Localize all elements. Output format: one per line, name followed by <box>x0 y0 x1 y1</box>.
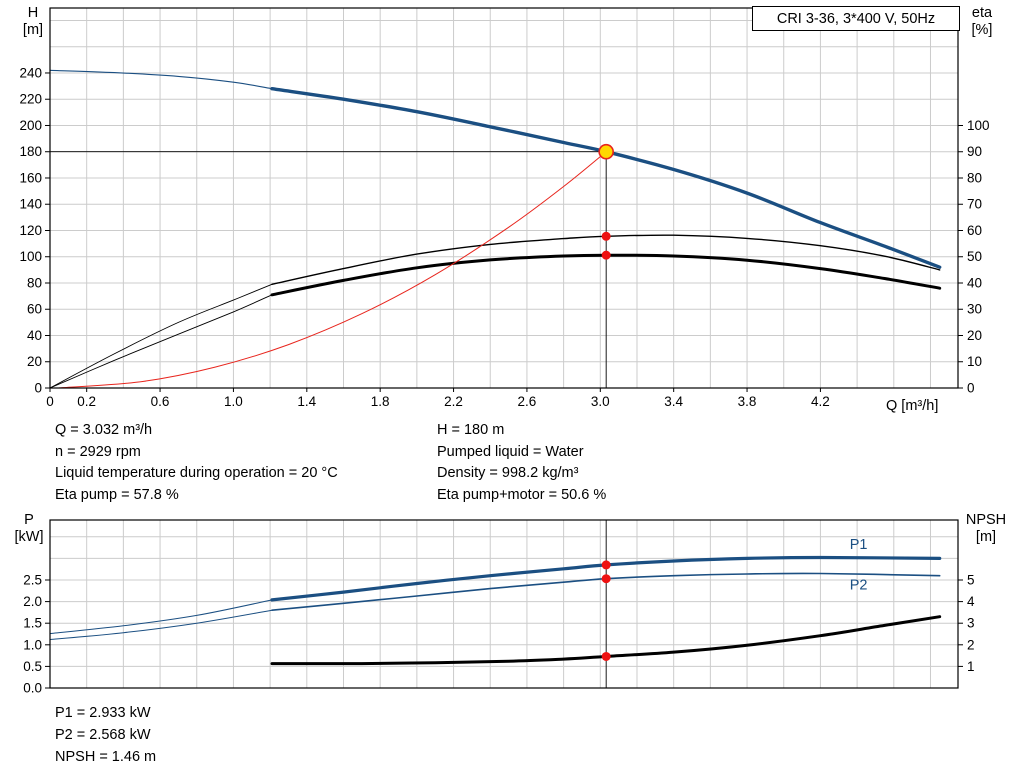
info-line-head: H = 180 m <box>437 422 505 438</box>
y-left-tick-label: 2.5 <box>23 573 42 588</box>
power-npsh-chart-plot-area[interactable] <box>50 520 958 688</box>
eta-axis-title: eta [%] <box>958 5 1006 39</box>
y-left-tick-label: 0.5 <box>23 659 42 674</box>
qh-eta-chart-plot-area[interactable] <box>50 8 958 388</box>
eta-pump-curve-lead <box>49 283 273 389</box>
p2-label: P2 <box>850 578 868 594</box>
y-left-tick-label: 1.5 <box>23 616 42 631</box>
x-tick-label: 2.2 <box>444 394 463 409</box>
eta-pump-motor-point <box>601 250 611 260</box>
y-left-tick-label: 80 <box>27 275 42 290</box>
x-tick-label: 1.0 <box>224 394 243 409</box>
eta-pump-point <box>601 231 611 241</box>
system-curve <box>58 151 607 389</box>
p2-curve <box>271 572 941 611</box>
info-line-p1: P1 = 2.933 kW <box>55 705 151 721</box>
y-right-tick-label: 80 <box>967 170 982 185</box>
npsh-axis-title: NPSH [m] <box>958 512 1014 546</box>
y-right-tick-label: 100 <box>967 118 990 133</box>
x-tick-label: 0 <box>46 394 54 409</box>
y-right-tick-label: 10 <box>967 354 982 369</box>
y-right-tick-label: 90 <box>967 144 982 159</box>
y-right-tick-label: 1 <box>967 659 975 674</box>
duty-info-right: H = 180 m Pumped liquid = Water Density … <box>437 420 606 506</box>
head-axis-unit: [m] <box>22 22 44 38</box>
x-tick-label: 0.6 <box>151 394 170 409</box>
x-tick-label: 3.8 <box>738 394 757 409</box>
head-axis-symbol: H <box>27 5 39 21</box>
y-left-tick-label: 40 <box>27 328 42 343</box>
y-left-tick-label: 240 <box>19 65 42 80</box>
y-left-tick-label: 2.0 <box>23 594 42 609</box>
info-line-eta-pump-motor: Eta pump+motor = 50.6 % <box>437 486 607 503</box>
p2-point <box>601 574 611 584</box>
eta-pump-motor-curve-lead <box>49 294 273 389</box>
flow-axis-label: Q [m³/h] <box>886 398 939 414</box>
x-tick-label: 3.4 <box>664 394 683 409</box>
y-left-tick-label: 140 <box>19 197 42 212</box>
y-right-tick-label: 40 <box>967 275 982 290</box>
p1-curve-lead <box>49 599 273 635</box>
y-left-tick-label: 0.0 <box>23 681 42 696</box>
x-tick-label: 0.2 <box>77 394 96 409</box>
y-right-tick-label: 30 <box>967 302 982 317</box>
y-left-tick-label: 160 <box>19 170 42 185</box>
power-info: P1 = 2.933 kW P2 = 2.568 kW NPSH = 1.46 … <box>55 702 156 768</box>
pump-title-box: CRI 3-36, 3*400 V, 50Hz <box>752 6 960 31</box>
info-line-density: Density = 998.2 kg/m³ <box>437 465 579 481</box>
power-axis-unit: [kW] <box>14 529 44 545</box>
p1-curve <box>270 555 942 602</box>
info-line-npsh: NPSH = 1.46 m <box>55 749 157 765</box>
y-right-tick-label: 0 <box>967 381 975 396</box>
head-axis-title: H [m] <box>12 5 54 39</box>
y-left-tick-label: 120 <box>19 223 42 238</box>
duty-info-left: Q = 3.032 m³/h n = 2929 rpm Liquid tempe… <box>55 420 338 506</box>
y-right-tick-label: 60 <box>967 223 982 238</box>
y-left-tick-label: 1.0 <box>23 637 42 652</box>
info-line-temperature: Liquid temperature during operation = 20… <box>55 465 338 481</box>
y-left-tick-label: 0 <box>34 381 42 396</box>
info-line-liquid: Pumped liquid = Water <box>437 443 584 460</box>
x-tick-label: 3.0 <box>591 394 610 409</box>
npsh-axis-unit: [m] <box>975 529 997 545</box>
qh-eta-chart-frame <box>49 7 959 389</box>
y-right-tick-label: 4 <box>967 594 975 609</box>
y-left-tick-label: 100 <box>19 249 42 264</box>
duty-point[interactable] <box>598 143 614 160</box>
y-left-tick-label: 20 <box>27 354 42 369</box>
x-tick-label: 1.8 <box>371 394 390 409</box>
y-right-tick-label: 5 <box>967 573 975 588</box>
power-npsh-chart-frame <box>49 519 959 689</box>
power-axis-symbol: P <box>24 512 34 528</box>
x-tick-label: 4.2 <box>811 394 830 409</box>
y-right-tick-label: 2 <box>967 637 975 652</box>
info-line-flow: Q = 3.032 m³/h <box>55 422 153 438</box>
y-left-tick-label: 220 <box>19 92 42 107</box>
power-axis-title: P [kW] <box>8 512 50 546</box>
p1-label: P1 <box>850 537 868 553</box>
eta-axis-symbol: eta <box>971 5 993 21</box>
y-right-tick-label: 70 <box>967 197 982 212</box>
head-curve-lead <box>49 69 273 90</box>
npsh-axis-symbol: NPSH <box>965 512 1007 528</box>
y-left-tick-label: 200 <box>19 118 42 133</box>
info-line-p2: P2 = 2.568 kW <box>55 727 151 743</box>
p1-point <box>601 560 611 570</box>
npsh-point <box>601 651 611 661</box>
x-tick-label: 2.6 <box>518 394 537 409</box>
y-left-tick-label: 60 <box>27 302 42 317</box>
info-line-speed: n = 2929 rpm <box>55 443 141 460</box>
info-line-eta-pump: Eta pump = 57.8 % <box>55 486 179 503</box>
eta-axis-unit: [%] <box>971 22 993 38</box>
x-tick-label: 1.4 <box>297 394 316 409</box>
y-right-tick-label: 20 <box>967 328 982 343</box>
p2-curve-lead <box>49 609 273 641</box>
y-left-tick-label: 180 <box>19 144 42 159</box>
y-right-tick-label: 50 <box>967 249 982 264</box>
y-right-tick-label: 3 <box>967 616 975 631</box>
